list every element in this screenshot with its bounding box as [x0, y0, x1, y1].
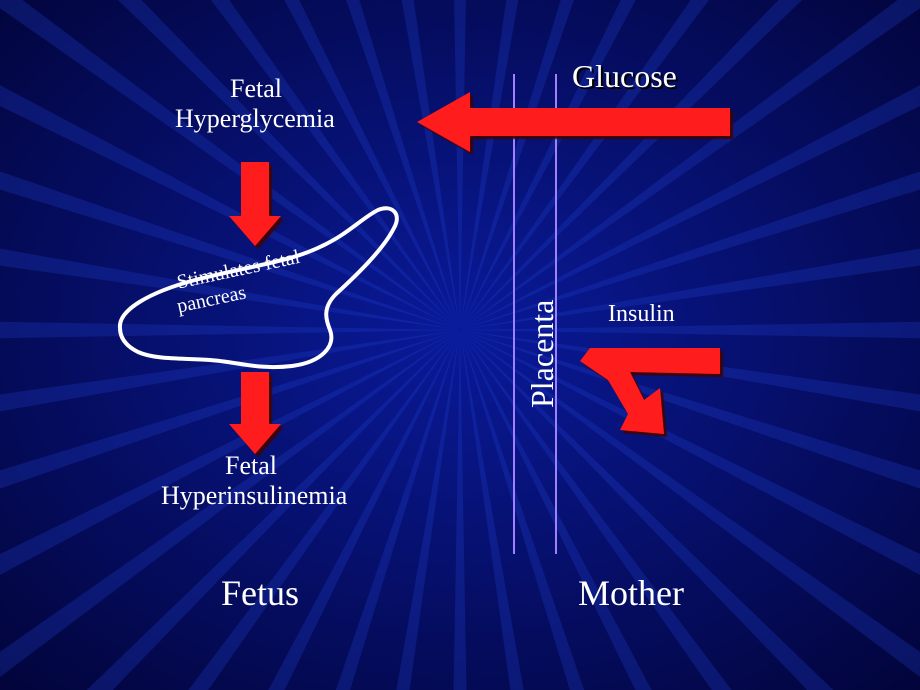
fetal-hyperinsulinemia-label: Hyperinsulinemia [161, 481, 347, 511]
background-rays [0, 0, 920, 690]
placenta-label: Placenta [524, 300, 561, 408]
arrow-down-icon [229, 372, 281, 454]
arrow-down-icon [229, 162, 281, 246]
insulin-bounce-arrow-icon [580, 348, 720, 434]
glucose-arrow-icon [417, 92, 730, 152]
insulin-label: Insulin [608, 301, 675, 328]
fetus-label: Fetus [221, 572, 299, 614]
diagram-stage: Glucose Fetal Hyperglycemia Stimulates f… [0, 0, 920, 690]
mother-label: Mother [578, 572, 684, 614]
background-ray-group [0, 0, 920, 690]
shapes-layer [0, 0, 920, 690]
glucose-label: Glucose [572, 58, 677, 95]
placenta-lines [0, 0, 920, 690]
fetal-hyperglycemia-label: Fetal [230, 74, 282, 104]
fetal-hyperinsulinemia-label: Fetal [225, 451, 277, 481]
pancreas-shape-icon [120, 208, 397, 367]
fetal-hyperglycemia-label: Hyperglycemia [175, 104, 335, 134]
